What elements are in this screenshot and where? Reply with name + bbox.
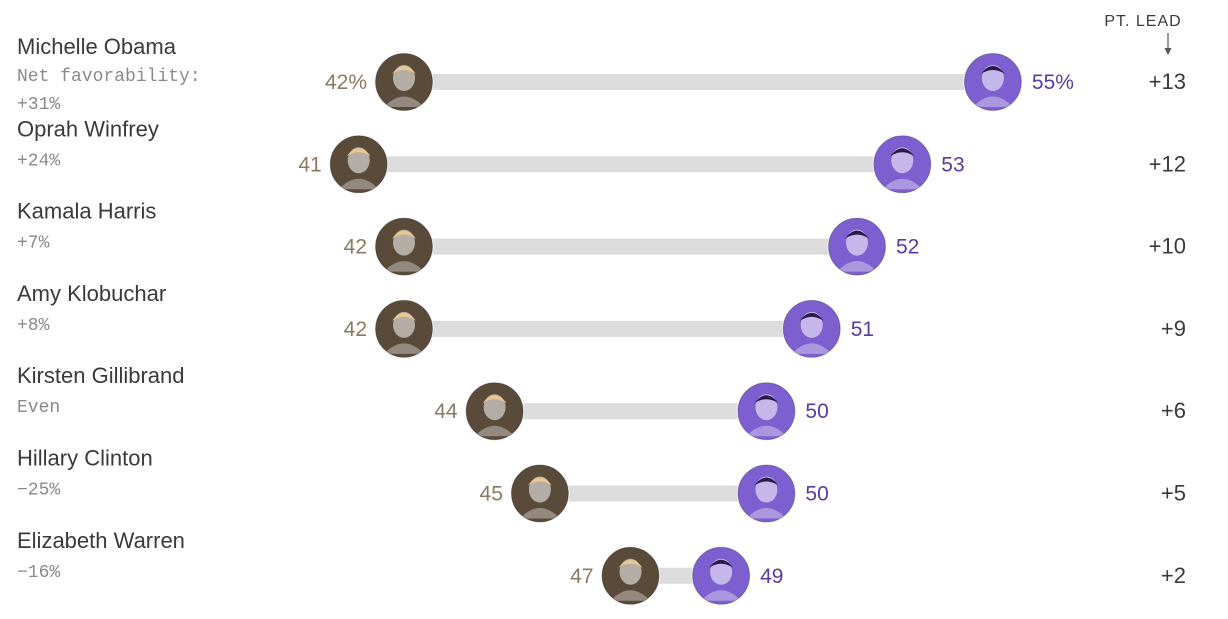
net-favorability-value: −25% (17, 481, 60, 501)
democrat-avatar (691, 546, 751, 606)
chart-row: Kamala Harris +7% 42 52 +10 (17, 199, 1186, 277)
point-lead: +6 (1161, 398, 1186, 423)
point-lead: +13 (1149, 69, 1186, 94)
net-favorability-label: Net favorability: (17, 67, 201, 87)
point-lead: +12 (1149, 151, 1186, 176)
net-favorability-value: −16% (17, 563, 60, 583)
net-favorability-value: +24% (17, 151, 60, 171)
gap-bar (539, 485, 767, 502)
candidate-name: Kamala Harris (17, 199, 156, 224)
democrat-value: 53 (941, 153, 964, 176)
democrat-avatar (963, 52, 1023, 112)
trump-value: 42% (325, 71, 367, 94)
democrat-value: 52 (896, 236, 919, 259)
democrat-avatar (872, 134, 932, 194)
point-lead: +2 (1161, 563, 1186, 588)
trump-avatar (374, 299, 434, 359)
democrat-value: 50 (805, 483, 828, 506)
trump-avatar (601, 546, 660, 606)
candidate-name: Amy Klobuchar (17, 281, 166, 306)
trump-value: 42 (344, 236, 367, 259)
down-arrow-icon (1164, 48, 1172, 55)
trump-value: 44 (434, 400, 458, 423)
trump-avatar (329, 134, 389, 194)
trump-value: 42 (344, 318, 367, 341)
point-lead: +9 (1161, 316, 1186, 341)
democrat-avatar (736, 464, 796, 523)
democrat-avatar (827, 217, 887, 277)
trump-value: 41 (298, 153, 321, 176)
candidate-name: Oprah Winfrey (17, 116, 159, 141)
chart-rows: Michelle Obama Net favorability: +31% 42% 55… (17, 34, 1186, 606)
trump-value: 47 (570, 565, 593, 588)
point-lead: +10 (1149, 234, 1186, 259)
gap-bar (404, 320, 812, 337)
point-lead: +5 (1161, 481, 1186, 506)
gap-bar (494, 403, 767, 420)
gap-bar (404, 238, 857, 255)
trump-avatar (374, 217, 434, 277)
chart-row: Amy Klobuchar +8% 42 51 +9 (17, 281, 1186, 359)
trump-value: 45 (480, 483, 503, 506)
net-favorability-value: +8% (17, 316, 50, 336)
chart-row: Elizabeth Warren −16% 47 49 +2 (17, 528, 1186, 606)
democrat-value: 49 (760, 565, 783, 588)
candidate-name: Hillary Clinton (17, 446, 153, 471)
net-favorability-value: +31% (17, 95, 60, 115)
chart-row: Kirsten Gillibrand Even 44 50 +6 (17, 363, 1186, 441)
trump-avatar (374, 52, 434, 112)
gap-bar (358, 156, 903, 173)
democrat-avatar (736, 381, 796, 441)
trump-avatar (465, 381, 525, 441)
trump-avatar (510, 464, 570, 523)
candidate-name: Kirsten Gillibrand (17, 363, 185, 388)
chart-row: Oprah Winfrey +24% 41 53 +12 (17, 116, 1186, 194)
candidate-name: Michelle Obama (17, 34, 177, 59)
lead-header: PT. LEAD (1104, 13, 1181, 55)
democrat-value: 51 (851, 318, 874, 341)
lead-header-label: PT. LEAD (1104, 13, 1181, 30)
chart-row: Michelle Obama Net favorability: +31% 42% 55… (17, 34, 1186, 115)
democrat-value: 55% (1032, 71, 1074, 94)
chart-row: Hillary Clinton −25% 45 50 +5 (17, 446, 1186, 523)
democrat-value: 50 (805, 400, 828, 423)
candidate-name: Elizabeth Warren (17, 528, 185, 553)
gap-bar (404, 74, 993, 90)
democrat-avatar (782, 299, 842, 359)
net-favorability-value: Even (17, 398, 60, 418)
net-favorability-value: +7% (17, 234, 50, 254)
